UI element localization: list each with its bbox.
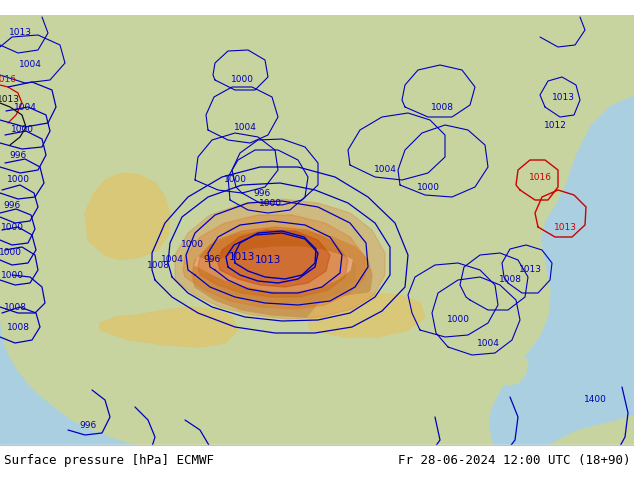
Text: 1004: 1004 [18, 60, 41, 70]
Text: 1016: 1016 [0, 75, 16, 84]
Polygon shape [456, 210, 470, 233]
Text: 996: 996 [10, 150, 27, 160]
Polygon shape [183, 215, 365, 309]
Polygon shape [100, 307, 238, 347]
Polygon shape [464, 327, 490, 360]
Polygon shape [350, 40, 375, 87]
Text: 1004: 1004 [233, 122, 256, 131]
Polygon shape [487, 145, 500, 167]
Text: Surface pressure [hPa] ECMWF: Surface pressure [hPa] ECMWF [4, 454, 214, 466]
Polygon shape [488, 343, 528, 385]
Text: 1004: 1004 [477, 339, 500, 347]
Text: 1000: 1000 [417, 182, 439, 192]
Text: Fr 28-06-2024 12:00 UTC (18+90): Fr 28-06-2024 12:00 UTC (18+90) [398, 454, 630, 466]
Text: 1013: 1013 [0, 96, 20, 104]
Polygon shape [192, 230, 372, 317]
Text: 1000: 1000 [136, 445, 160, 455]
Polygon shape [218, 230, 330, 287]
Text: 1000: 1000 [1, 222, 23, 231]
Polygon shape [175, 27, 312, 263]
Text: 1013: 1013 [553, 222, 576, 231]
Text: 1004: 1004 [160, 255, 183, 265]
Polygon shape [335, 77, 432, 235]
Polygon shape [500, 415, 634, 475]
Polygon shape [175, 199, 385, 319]
Text: 1013: 1013 [255, 255, 281, 265]
Polygon shape [198, 227, 348, 297]
Text: 1000: 1000 [609, 461, 631, 469]
Text: 1008: 1008 [6, 322, 30, 332]
Text: 1004: 1004 [13, 102, 36, 112]
Text: 1004: 1004 [593, 452, 616, 462]
Text: 1000: 1000 [6, 175, 30, 185]
Text: 1000: 1000 [231, 75, 254, 84]
Text: 1004: 1004 [373, 166, 396, 174]
Text: 1004: 1004 [186, 452, 209, 462]
Text: 1000: 1000 [484, 452, 507, 462]
Polygon shape [380, 340, 478, 397]
Polygon shape [247, 40, 263, 60]
Polygon shape [308, 293, 425, 337]
Bar [0, 445, 634, 475]
Text: 1013: 1013 [8, 28, 32, 38]
Text: 1008: 1008 [4, 302, 27, 312]
Text: 996: 996 [3, 200, 21, 210]
Text: 1012: 1012 [543, 121, 566, 129]
Text: 996: 996 [254, 189, 271, 197]
Text: 1000: 1000 [181, 241, 204, 249]
Text: 1008: 1008 [430, 102, 453, 112]
Polygon shape [195, 247, 352, 291]
Polygon shape [482, 163, 504, 193]
Text: 1000: 1000 [11, 125, 34, 134]
Text: 1004: 1004 [394, 459, 417, 467]
Text: 1008: 1008 [146, 261, 169, 270]
Polygon shape [0, 15, 634, 475]
Text: 1016: 1016 [529, 172, 552, 181]
Polygon shape [85, 173, 170, 260]
Text: 1000: 1000 [446, 316, 470, 324]
Polygon shape [428, 107, 478, 160]
Text: 996: 996 [79, 420, 96, 430]
Text: 996: 996 [204, 255, 221, 265]
Text: 1000: 1000 [224, 175, 247, 185]
Text: 1013: 1013 [519, 266, 541, 274]
Text: 1013: 1013 [552, 93, 574, 101]
Polygon shape [205, 239, 355, 303]
Text: 1000: 1000 [259, 198, 281, 207]
Polygon shape [474, 333, 495, 357]
Text: 1013: 1013 [229, 252, 256, 262]
Text: 1000: 1000 [1, 270, 23, 279]
Text: 1008: 1008 [498, 275, 522, 285]
Text: 1400: 1400 [583, 395, 607, 405]
Text: 1000: 1000 [0, 248, 22, 258]
